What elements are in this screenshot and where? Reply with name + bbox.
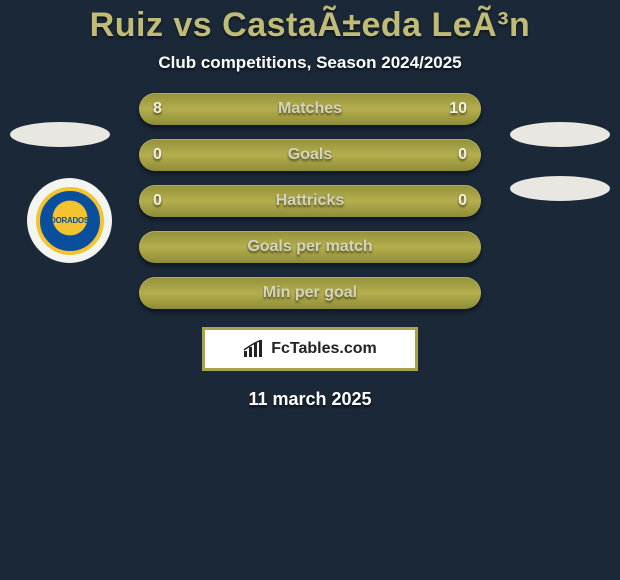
stat-row-matches: 8 Matches 10 (139, 93, 481, 125)
stat-value-left: 0 (153, 192, 162, 210)
comparison-infographic: Ruiz vs CastaÃ±eda LeÃ³n Club competitio… (0, 0, 620, 580)
page-title: Ruiz vs CastaÃ±eda LeÃ³n (0, 6, 620, 45)
stat-row-hattricks: 0 Hattricks 0 (139, 185, 481, 217)
stat-label: Goals per match (247, 238, 372, 256)
team-shape-right-2 (510, 176, 610, 201)
attribution-logo: FcTables.com (202, 327, 418, 371)
stat-label: Matches (278, 100, 342, 118)
stat-value-right: 0 (458, 192, 467, 210)
club-badge-left: DORADOS (27, 178, 112, 263)
club-badge-inner: DORADOS (36, 187, 104, 255)
subtitle: Club competitions, Season 2024/2025 (0, 53, 620, 73)
stat-value-right: 0 (458, 146, 467, 164)
stat-label: Min per goal (263, 284, 357, 302)
date-label: 11 march 2025 (0, 389, 620, 410)
bar-chart-icon (243, 340, 265, 358)
stat-value-left: 0 (153, 146, 162, 164)
stat-bars: 8 Matches 10 0 Goals 0 0 Hattricks 0 Goa… (139, 93, 481, 309)
team-shape-left-1 (10, 122, 110, 147)
team-shape-right-1 (510, 122, 610, 147)
stat-value-left: 8 (153, 100, 162, 118)
stat-label: Hattricks (276, 192, 344, 210)
attribution-text: FcTables.com (271, 340, 377, 358)
stat-row-goals-per-match: Goals per match (139, 231, 481, 263)
stat-row-min-per-goal: Min per goal (139, 277, 481, 309)
stat-row-goals: 0 Goals 0 (139, 139, 481, 171)
stat-value-right: 10 (449, 100, 467, 118)
stat-label: Goals (288, 146, 332, 164)
club-badge-text: DORADOS (50, 216, 89, 225)
